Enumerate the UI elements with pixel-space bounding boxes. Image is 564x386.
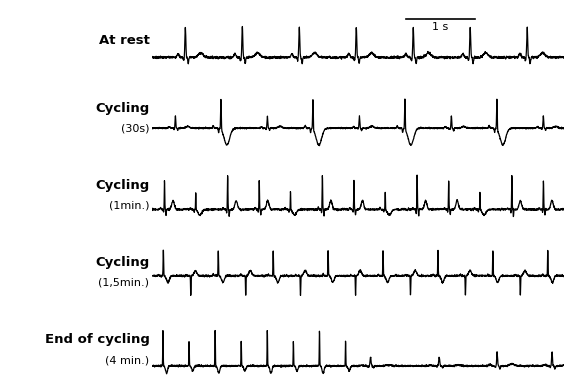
Text: Cycling: Cycling (95, 179, 149, 192)
Text: (1,5min.): (1,5min.) (99, 278, 149, 288)
Text: Cycling: Cycling (95, 102, 149, 115)
Text: At rest: At rest (99, 34, 149, 47)
Text: End of cycling: End of cycling (45, 333, 149, 346)
Text: 1 s: 1 s (433, 22, 448, 32)
Text: Cycling: Cycling (95, 256, 149, 269)
Text: (4 min.): (4 min.) (105, 355, 149, 365)
Text: (30s): (30s) (121, 124, 149, 134)
Text: (1min.): (1min.) (109, 201, 149, 211)
